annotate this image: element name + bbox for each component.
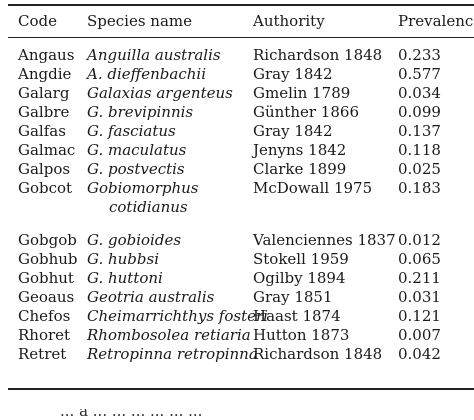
- cell-species-continued: cotidianus: [109, 198, 188, 216]
- cell-authority: Haast 1874: [253, 307, 341, 325]
- cell-prevalence: 0.012: [398, 231, 441, 249]
- cell-code: Geoaus: [18, 288, 75, 306]
- cell-species: Retropinna retropinna: [87, 345, 258, 363]
- cell-species: Geotria australis: [87, 288, 215, 306]
- header-authority: Authority: [253, 12, 325, 30]
- cell-authority: Richardson 1848: [253, 46, 383, 64]
- cell-prevalence: 0.121: [398, 307, 441, 325]
- cell-species: Rhombosolea retiaria: [87, 326, 251, 344]
- cell-authority: Gray 1842: [253, 122, 333, 140]
- cell-authority: Günther 1866: [253, 103, 359, 121]
- cell-code: Gobgob: [18, 231, 77, 249]
- cell-species: G. hubbsi: [87, 250, 160, 268]
- table-bottom-rule: [8, 388, 474, 390]
- cell-species: Anguilla australis: [87, 46, 221, 64]
- cell-code: Retret: [18, 345, 67, 363]
- cell-code: Angaus: [18, 46, 75, 64]
- cell-prevalence: 0.118: [398, 141, 441, 159]
- cell-prevalence: 0.211: [398, 269, 441, 287]
- cell-prevalence: 0.099: [398, 103, 441, 121]
- cell-species: G. fasciatus: [87, 122, 176, 140]
- cell-code: Rhoret: [18, 326, 71, 344]
- header-species: Species name: [87, 12, 192, 30]
- cell-prevalence: 0.183: [398, 179, 441, 197]
- cell-authority: Gray 1851: [253, 288, 333, 306]
- cell-species: G. brevipinnis: [87, 103, 194, 121]
- footer-partial-text: ... a ... ... ... ... ... ...: [60, 402, 203, 420]
- cell-species: A. dieffenbachii: [87, 65, 207, 83]
- table-top-rule: [8, 4, 474, 6]
- cell-code: Galmac: [18, 141, 76, 159]
- header-code: Code: [18, 12, 57, 30]
- cell-species: G. gobioides: [87, 231, 182, 249]
- cell-authority: Jenyns 1842: [253, 141, 347, 159]
- cell-code: Galarg: [18, 84, 70, 102]
- cell-prevalence: 0.042: [398, 345, 441, 363]
- cell-authority: Gray 1842: [253, 65, 333, 83]
- cell-code: Angdie: [18, 65, 72, 83]
- cell-authority: Valenciennes 1837: [253, 231, 396, 249]
- cell-prevalence: 0.233: [398, 46, 441, 64]
- cell-prevalence: 0.065: [398, 250, 441, 268]
- cell-code: Galbre: [18, 103, 70, 121]
- cell-species: Galaxias argenteus: [87, 84, 233, 102]
- cell-species: G. huttoni: [87, 269, 163, 287]
- cell-authority: Ogilby 1894: [253, 269, 346, 287]
- cell-prevalence: 0.031: [398, 288, 441, 306]
- cell-species: G. postvectis: [87, 160, 185, 178]
- cell-authority: Richardson 1848: [253, 345, 383, 363]
- cell-code: Gobcot: [18, 179, 73, 197]
- cell-authority: Clarke 1899: [253, 160, 347, 178]
- cell-code: Galfas: [18, 122, 66, 140]
- cell-code: Gobhub: [18, 250, 78, 268]
- cell-code: Galpos: [18, 160, 71, 178]
- cell-prevalence: 0.034: [398, 84, 441, 102]
- table-header-rule: [8, 37, 474, 38]
- cell-authority: Gmelin 1789: [253, 84, 351, 102]
- cell-prevalence: 0.025: [398, 160, 441, 178]
- cell-species: Cheimarrichthys fosteri: [87, 307, 268, 325]
- cell-authority: Hutton 1873: [253, 326, 350, 344]
- cell-species: Gobiomorphus: [87, 179, 199, 197]
- cell-authority: Stokell 1959: [253, 250, 349, 268]
- cell-prevalence: 0.007: [398, 326, 441, 344]
- cell-prevalence: 0.577: [398, 65, 441, 83]
- cell-code: Gobhut: [18, 269, 74, 287]
- cell-authority: McDowall 1975: [253, 179, 373, 197]
- cell-species: G. maculatus: [87, 141, 187, 159]
- header-prevalence: Prevalence: [398, 12, 474, 30]
- cell-code: Chefos: [18, 307, 71, 325]
- cell-prevalence: 0.137: [398, 122, 441, 140]
